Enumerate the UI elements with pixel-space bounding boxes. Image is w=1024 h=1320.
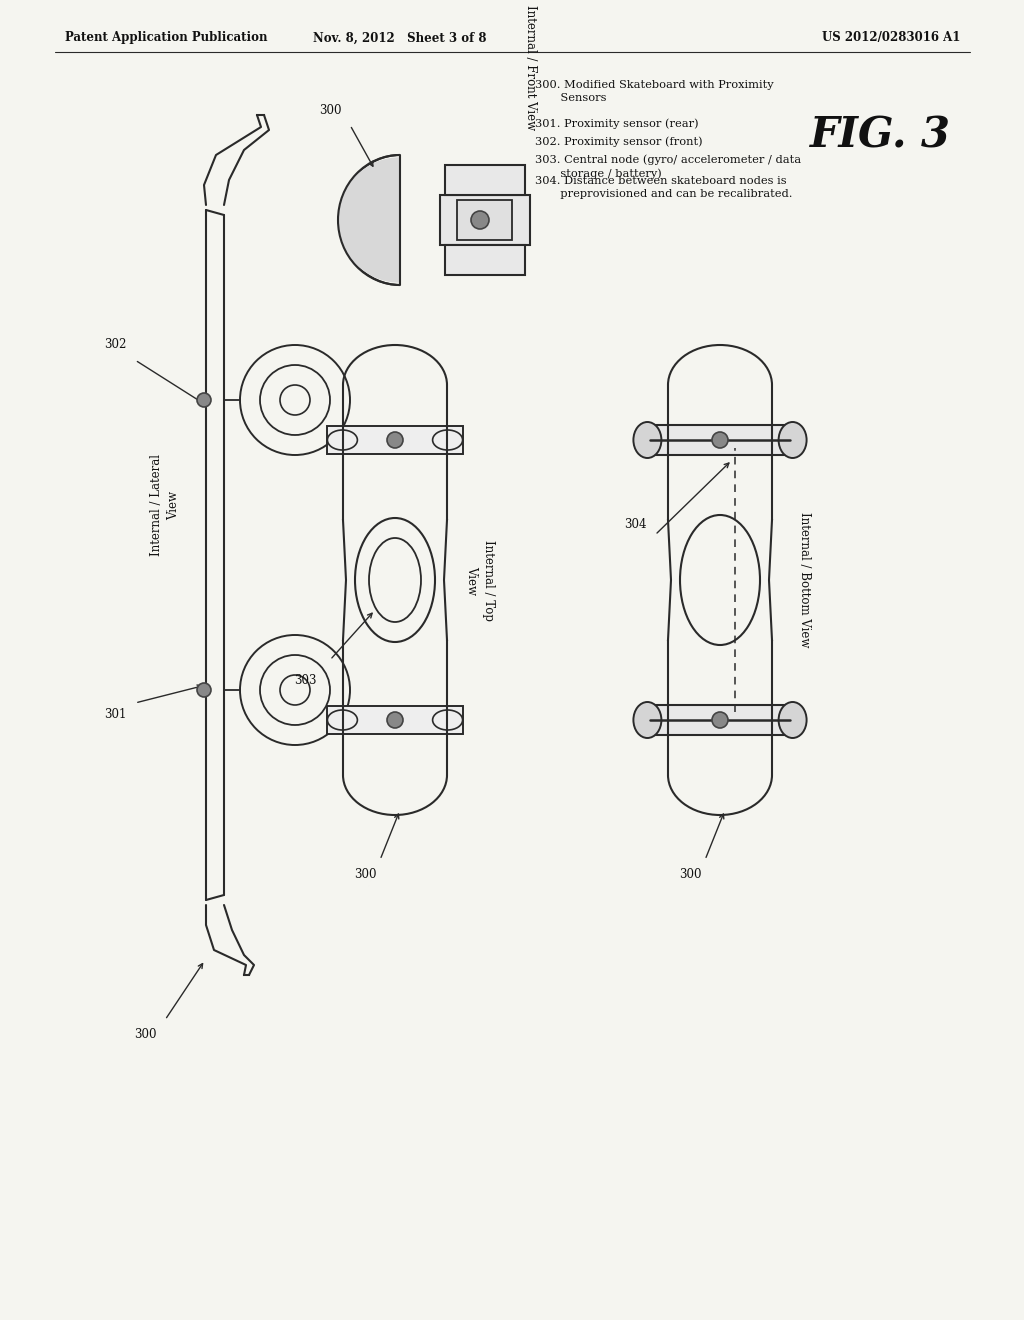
Bar <box>328 426 463 454</box>
Text: 302. Proximity sensor (front): 302. Proximity sensor (front) <box>535 136 702 147</box>
Text: FIG. 3: FIG. 3 <box>810 114 950 156</box>
Ellipse shape <box>778 702 807 738</box>
Text: 300. Modified Skateboard with Proximity
       Sensors: 300. Modified Skateboard with Proximity … <box>535 81 773 103</box>
Text: Internal / Top
View: Internal / Top View <box>465 540 495 620</box>
Circle shape <box>471 211 489 228</box>
Text: 300: 300 <box>353 869 376 882</box>
Text: 304. Distance between skateboard nodes is
       preprovisioned and can be recal: 304. Distance between skateboard nodes i… <box>535 176 793 199</box>
Circle shape <box>712 711 728 729</box>
Circle shape <box>387 432 403 447</box>
Text: Internal / Bottom View: Internal / Bottom View <box>799 512 811 648</box>
Bar <box>445 246 525 275</box>
Circle shape <box>712 432 728 447</box>
Bar <box>652 705 787 735</box>
Bar <box>652 425 787 455</box>
Circle shape <box>387 711 403 729</box>
Ellipse shape <box>634 702 662 738</box>
Circle shape <box>197 393 211 407</box>
Ellipse shape <box>778 422 807 458</box>
Text: 302: 302 <box>103 338 126 351</box>
Text: 300: 300 <box>679 869 701 882</box>
Text: 300: 300 <box>134 1028 157 1041</box>
Text: 301. Proximity sensor (rear): 301. Proximity sensor (rear) <box>535 117 698 128</box>
Bar <box>445 165 525 195</box>
Text: Nov. 8, 2012   Sheet 3 of 8: Nov. 8, 2012 Sheet 3 of 8 <box>313 32 486 45</box>
Text: 300: 300 <box>318 103 341 116</box>
Circle shape <box>197 682 211 697</box>
Text: Internal / Front View: Internal / Front View <box>523 5 537 129</box>
Text: 303. Central node (gyro/ accelerometer / data
       storage / battery): 303. Central node (gyro/ accelerometer /… <box>535 154 801 178</box>
Bar <box>457 201 512 240</box>
Text: Patent Application Publication: Patent Application Publication <box>65 32 267 45</box>
Wedge shape <box>338 158 400 282</box>
Text: Internal / Lateral
View: Internal / Lateral View <box>150 454 180 556</box>
Bar <box>440 195 530 246</box>
Text: 304: 304 <box>624 519 646 532</box>
Text: 303: 303 <box>294 673 316 686</box>
Ellipse shape <box>634 422 662 458</box>
Text: 301: 301 <box>103 709 126 722</box>
Bar <box>328 706 463 734</box>
Text: US 2012/0283016 A1: US 2012/0283016 A1 <box>821 32 961 45</box>
